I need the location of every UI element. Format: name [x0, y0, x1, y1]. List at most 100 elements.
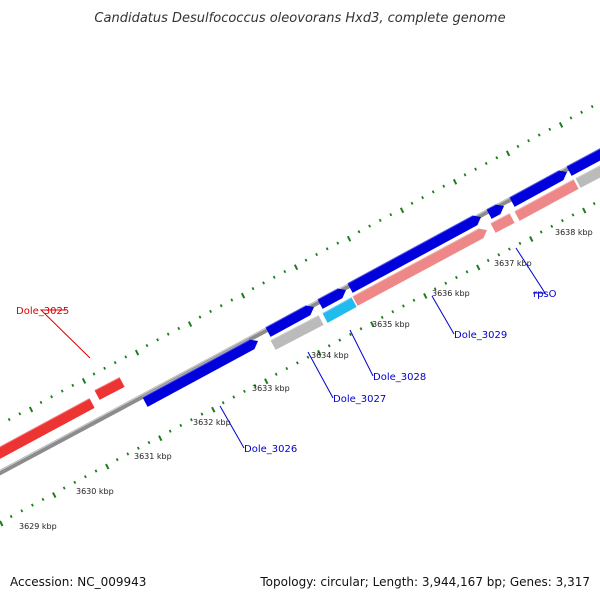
tick-label: 3635 kbp: [372, 320, 410, 329]
tick-mark: [126, 452, 130, 456]
tick-mark: [18, 412, 22, 416]
tick-mark: [569, 116, 573, 120]
tick-mark: [357, 230, 361, 234]
gene-forward-d: [508, 169, 567, 207]
tick-mark: [240, 292, 246, 299]
tick-mark: [60, 389, 64, 393]
tick-mark: [219, 304, 223, 308]
tick-mark: [325, 247, 329, 251]
tick-mark: [571, 213, 575, 217]
gene-forward-a: [264, 304, 314, 337]
tick-mark: [156, 338, 160, 342]
tick-mark: [505, 150, 511, 157]
tick-mark: [327, 344, 331, 348]
tick-mark: [0, 520, 4, 527]
tick-mark: [41, 497, 45, 502]
tick-mark: [94, 469, 98, 473]
gene-rpso: [485, 203, 504, 219]
tick-mark: [527, 139, 531, 143]
tick-mark: [50, 395, 54, 399]
gene-forward-e: [565, 147, 600, 176]
gene-label-dole-3028: Dole_3028: [373, 372, 426, 383]
tick-mark: [221, 401, 225, 405]
tick-mark: [20, 509, 24, 513]
gene-dole-3029: [351, 227, 487, 306]
tick-mark: [295, 361, 299, 365]
lower-tick-row: [0, 201, 596, 527]
tick-mark: [346, 235, 352, 242]
tick-mark: [262, 281, 266, 285]
map-title: Candidatus Desulfococcus oleovorans Hxd3…: [94, 11, 505, 26]
tick-mark: [529, 236, 534, 242]
tick-mark: [166, 332, 170, 336]
label-leader-line: [515, 247, 546, 294]
tick-mark: [474, 167, 478, 171]
tick-mark: [401, 304, 405, 308]
tick-label: 3637 kbp: [494, 259, 532, 268]
tick-mark: [348, 332, 352, 337]
tick-mark: [211, 406, 216, 413]
tick-mark: [187, 321, 193, 328]
tick-mark: [147, 440, 151, 445]
tick-mark: [497, 253, 501, 257]
tick-mark: [359, 327, 363, 331]
tick-mark: [71, 383, 75, 387]
tick-mark: [389, 213, 393, 217]
tick-mark: [304, 258, 308, 262]
tick-mark: [423, 292, 428, 299]
gene-dole-3026: [141, 338, 258, 407]
tick-mark: [378, 218, 382, 222]
tick-mark: [92, 372, 96, 376]
tick-mark: [177, 326, 181, 331]
tick-label: 3636 kbp: [432, 289, 470, 298]
tick-label: 3630 kbp: [76, 487, 114, 496]
genome-summary-text: Topology: circular; Length: 3,944,167 bp…: [259, 575, 590, 589]
tick-mark: [306, 355, 310, 359]
tick-mark: [293, 264, 299, 271]
tick-mark: [81, 378, 87, 384]
tick-mark: [463, 173, 467, 177]
tick-mark: [274, 372, 278, 376]
tick-mark: [558, 121, 564, 128]
tick-mark: [336, 241, 340, 245]
tick-mark: [582, 207, 587, 214]
label-leader-line: [219, 405, 245, 449]
tick-mark: [590, 104, 594, 109]
tick-mark: [253, 384, 257, 388]
tick-mark: [145, 343, 149, 348]
tick-mark: [52, 492, 57, 498]
tick-mark: [317, 349, 322, 356]
tick-label: 3633 kbp: [252, 384, 290, 393]
tick-mark: [507, 247, 511, 251]
tick-label: 3632 kbp: [193, 418, 231, 427]
tick-mark: [230, 298, 234, 302]
tick-mark: [283, 269, 287, 274]
tick-label: 3634 kbp: [311, 351, 349, 360]
tick-mark: [495, 156, 499, 160]
tick-mark: [134, 349, 140, 356]
tick-mark: [399, 207, 405, 214]
tick-mark: [380, 315, 384, 319]
gene-label-dole-3027: Dole_3027: [333, 394, 386, 405]
tick-mark: [444, 281, 448, 285]
tick-mark: [537, 133, 541, 137]
accession-text: Accession: NC_009943: [10, 575, 146, 589]
gene-label-rpso: rpsO: [533, 289, 557, 300]
tick-mark: [232, 395, 236, 399]
label-leader-line: [431, 295, 455, 335]
tick-mark: [39, 400, 43, 405]
tick-mark: [200, 412, 204, 416]
tick-mark: [454, 275, 458, 280]
gene-dole-3028: [321, 296, 357, 323]
tick-mark: [83, 475, 87, 479]
tick-mark: [486, 258, 490, 263]
gene-label-dole-3029: Dole_3029: [454, 330, 507, 341]
gene-forward-b: [316, 287, 346, 309]
tick-label: 3629 kbp: [19, 522, 57, 531]
gene-grey-b: [574, 163, 600, 188]
tick-labels: 3629 kbp 3630 kbp 3631 kbp 3632 kbp 3633 kbp…: [19, 228, 593, 531]
gene-label-dole-3025: Dole_3025: [16, 306, 69, 317]
tick-mark: [30, 503, 34, 507]
tick-mark: [433, 287, 437, 291]
tick-mark: [410, 201, 414, 205]
